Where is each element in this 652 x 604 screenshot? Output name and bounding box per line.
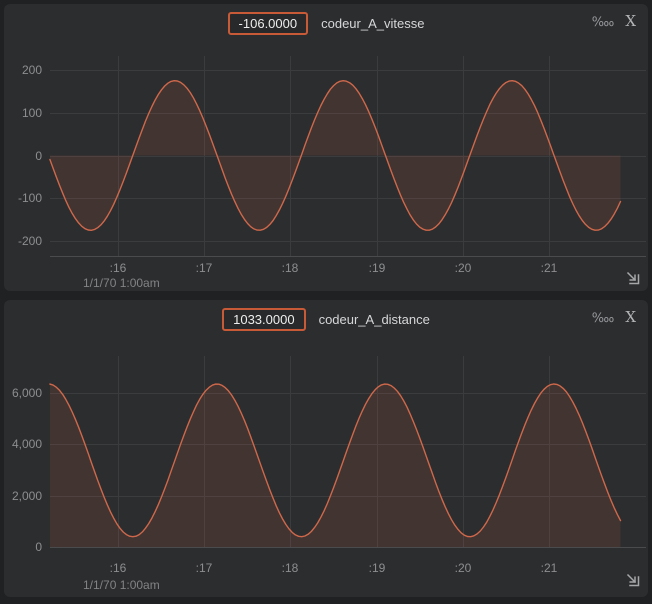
- chart-canvas[interactable]: 1/1/70 1:00am 6,000 4,000 2,000 0 :16 :17 :18:…: [4, 300, 648, 597]
- current-value-badge[interactable]: -106.0000: [227, 12, 309, 35]
- x-tick-label: :20: [454, 561, 472, 575]
- y-tick-label: 4,000: [11, 437, 42, 451]
- follow-latest-button[interactable]: [624, 571, 642, 589]
- header-icons: ‱ X: [592, 14, 636, 29]
- x-tick-label: :20: [454, 261, 472, 275]
- legend-group: 1033.0000 codeur_A_distance: [4, 308, 648, 331]
- current-value-badge[interactable]: 1033.0000: [222, 308, 306, 331]
- y-tick-label: 0: [35, 540, 42, 554]
- close-icon[interactable]: X: [625, 12, 636, 30]
- series-fill: [49, 80, 621, 231]
- x-tick-label: :19: [368, 561, 386, 575]
- series-line: [49, 383, 622, 538]
- x-tick-label: :16: [109, 261, 127, 275]
- header-icons: ‱ X: [592, 310, 636, 325]
- y-tick-label: -100: [17, 191, 42, 205]
- y-tick-label: 2,000: [11, 489, 42, 503]
- chart-panel-vitesse: -106.0000 codeur_A_vitesse ‱ X 1/1/70 1:…: [4, 4, 648, 291]
- x-tick-label: :21: [540, 261, 558, 275]
- corner-arrow-icon: [626, 271, 640, 285]
- legend-group: -106.0000 codeur_A_vitesse: [4, 12, 648, 35]
- chart-header: -106.0000 codeur_A_vitesse ‱ X: [4, 4, 648, 40]
- series-fill: [49, 384, 621, 547]
- x-tick-label: :21: [540, 561, 558, 575]
- per-mille-stats-icon[interactable]: ‱: [591, 310, 615, 325]
- series-line: [49, 80, 622, 231]
- x-tick-label: :18: [281, 561, 299, 575]
- y-tick-label: 6,000: [11, 386, 42, 400]
- date-label: 1/1/70 1:00am: [83, 276, 160, 290]
- x-tick-label: :17: [195, 261, 213, 275]
- x-tick-label: :17: [195, 561, 213, 575]
- chart-svg: [49, 56, 646, 257]
- x-tick-label: :16: [109, 561, 127, 575]
- date-label: 1/1/70 1:00am: [83, 578, 160, 592]
- y-tick-label: -200: [17, 234, 42, 248]
- follow-latest-button[interactable]: [624, 269, 642, 287]
- chart-panel-distance: 1033.0000 codeur_A_distance ‱ X 1/1/70 1…: [4, 300, 648, 597]
- chart-svg: [49, 356, 646, 548]
- close-icon[interactable]: X: [625, 308, 636, 326]
- chart-header: 1033.0000 codeur_A_distance ‱ X: [4, 300, 648, 336]
- y-tick-label: 0: [35, 149, 42, 163]
- chart-canvas[interactable]: 1/1/70 1:00am 200 100 0 -100 -200 :16 :17 :18 :1…: [4, 4, 648, 291]
- y-tick-label: 100: [21, 106, 42, 120]
- chart-title: codeur_A_distance: [318, 312, 430, 327]
- y-tick-label: 200: [21, 63, 42, 77]
- chart-title: codeur_A_vitesse: [321, 16, 425, 31]
- x-tick-label: :18: [281, 261, 299, 275]
- corner-arrow-icon: [626, 573, 640, 587]
- per-mille-stats-icon[interactable]: ‱: [591, 14, 615, 29]
- x-tick-label: :19: [368, 261, 386, 275]
